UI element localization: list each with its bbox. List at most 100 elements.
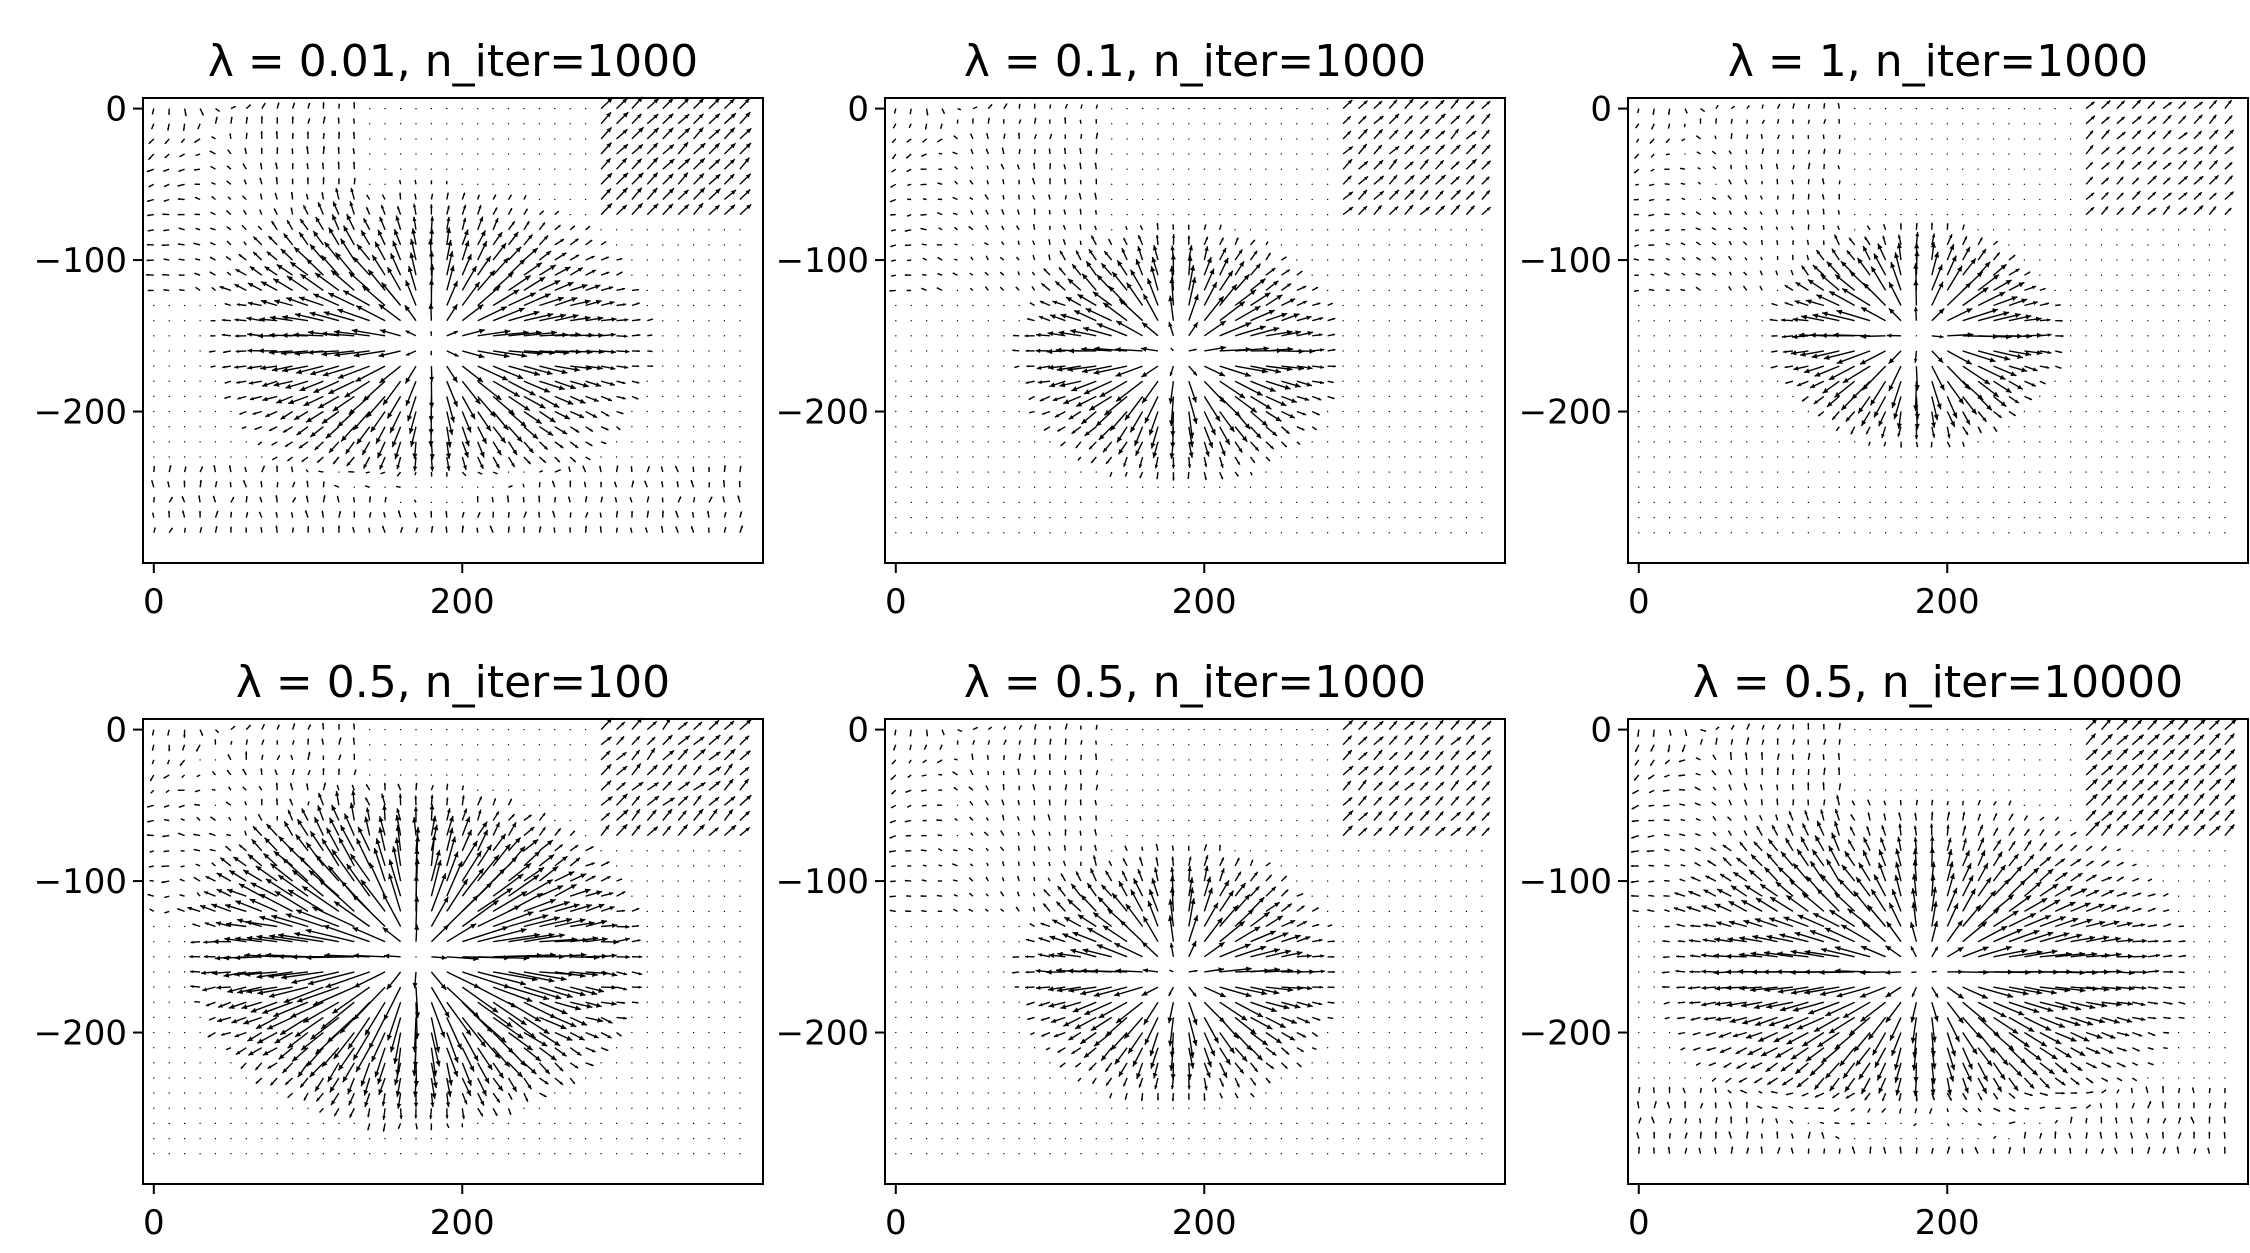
- arrow-dot: [1111, 214, 1113, 216]
- arrow-dot: [1992, 471, 1995, 473]
- arrow-dot: [1885, 108, 1887, 110]
- arrow-dot: [1265, 501, 1267, 503]
- arrow-dot: [910, 426, 912, 428]
- arrow-dot: [895, 532, 897, 534]
- arrow-dot: [1404, 395, 1406, 397]
- arrow-dot: [1823, 501, 1825, 503]
- arrow-dot: [1653, 426, 1655, 428]
- arrow-dot: [1699, 320, 1702, 322]
- arrow-dot: [1481, 456, 1483, 458]
- arrow-dot: [941, 456, 943, 458]
- arrow-dot: [1730, 426, 1732, 428]
- arrow-dot: [693, 350, 695, 352]
- arrow-dot: [1296, 229, 1298, 231]
- arrow-dot: [2070, 320, 2072, 322]
- arrow-dot: [569, 214, 571, 216]
- arrow-dot: [987, 304, 989, 307]
- arrow-head: [184, 113, 187, 117]
- arrow-dot: [1869, 168, 1871, 170]
- arrow-dot: [1327, 229, 1329, 231]
- arrow-dot: [1404, 380, 1406, 382]
- arrow-head: [209, 151, 212, 153]
- arrow-dot: [926, 350, 928, 352]
- arrow-dot: [926, 486, 928, 488]
- arrow-dot: [1915, 168, 1917, 170]
- arrow-dot: [677, 304, 679, 307]
- arrow-dot: [1915, 471, 1917, 473]
- arrow-dot: [1450, 517, 1452, 519]
- arrow-dot: [646, 456, 648, 458]
- arrow-head: [275, 176, 278, 180]
- arrow-dot: [926, 365, 928, 367]
- arrow-dot: [1296, 198, 1298, 201]
- y-tick-label: −100: [34, 241, 127, 281]
- arrow-dot: [1946, 501, 1948, 503]
- arrow-dot: [1946, 198, 1948, 201]
- arrow-dot: [1992, 441, 1995, 443]
- arrow-dot: [1900, 501, 1902, 503]
- arrow-dot: [2039, 183, 2041, 185]
- arrow-head: [291, 148, 294, 151]
- arrow-head: [247, 283, 254, 288]
- arrow-dot: [168, 365, 170, 367]
- arrow-dot: [1126, 168, 1128, 170]
- arrow-dot: [199, 426, 201, 428]
- arrow-dot: [956, 426, 959, 428]
- arrow-dot: [1373, 410, 1375, 413]
- arrow-dot: [693, 244, 695, 246]
- arrow-dot: [693, 395, 695, 397]
- arrow-head: [259, 511, 261, 515]
- arrow-dot: [1034, 486, 1036, 488]
- arrow-dot: [1064, 471, 1066, 473]
- arrow-dot: [1234, 532, 1236, 534]
- arrow-dot: [1684, 471, 1686, 473]
- arrow-dot: [693, 426, 695, 428]
- arrow-dot: [1653, 410, 1655, 413]
- arrow-dot: [1419, 517, 1421, 519]
- arrow-dot: [1435, 244, 1437, 246]
- arrow-dot: [1746, 410, 1748, 413]
- arrow-dot: [2070, 395, 2072, 397]
- arrow-head: [233, 106, 236, 108]
- arrow-head: [259, 317, 265, 323]
- arrow-dot: [1450, 274, 1452, 276]
- arrow-dot: [168, 395, 170, 397]
- arrow-dot: [230, 456, 232, 458]
- arrow-head: [177, 198, 180, 201]
- arrow-dot: [1807, 501, 1809, 503]
- arrow-dot: [184, 456, 186, 458]
- arrow-dot: [1746, 456, 1748, 458]
- arrow-dot: [1080, 532, 1082, 534]
- arrow-dot: [1311, 153, 1313, 155]
- arrow-dot: [1404, 304, 1406, 307]
- arrow-dot: [1388, 380, 1390, 382]
- arrow-dot: [1373, 350, 1375, 352]
- arrow-dot: [2023, 138, 2025, 140]
- arrow-head: [199, 510, 201, 513]
- arrow-dot: [1404, 441, 1406, 443]
- arrow-dot: [1188, 532, 1190, 534]
- arrow-dot: [2054, 532, 2056, 534]
- arrow-dot: [1699, 198, 1702, 201]
- arrow-dot: [2100, 380, 2103, 382]
- arrow-dot: [1669, 426, 1671, 428]
- arrow-dot: [1265, 517, 1267, 519]
- arrow-dot: [1823, 471, 1825, 473]
- arrow-dot: [1962, 138, 1964, 140]
- arrow-dot: [1296, 486, 1298, 488]
- arrow-dot: [941, 380, 943, 382]
- arrow-dot: [1777, 532, 1779, 534]
- arrow-dot: [2023, 198, 2025, 201]
- arrow-dot: [2023, 214, 2025, 216]
- arrow-dot: [708, 289, 710, 291]
- arrow-dot: [1095, 471, 1097, 473]
- arrow-dot: [1854, 214, 1856, 216]
- arrow-dot: [1049, 441, 1051, 443]
- arrow-dot: [662, 274, 664, 276]
- arrow-dot: [1342, 304, 1344, 307]
- arrow-dot: [1388, 471, 1390, 473]
- arrow-dot: [972, 517, 974, 519]
- arrow-head: [167, 128, 170, 131]
- arrow-dot: [1962, 501, 1964, 503]
- arrow-dot: [1126, 153, 1128, 155]
